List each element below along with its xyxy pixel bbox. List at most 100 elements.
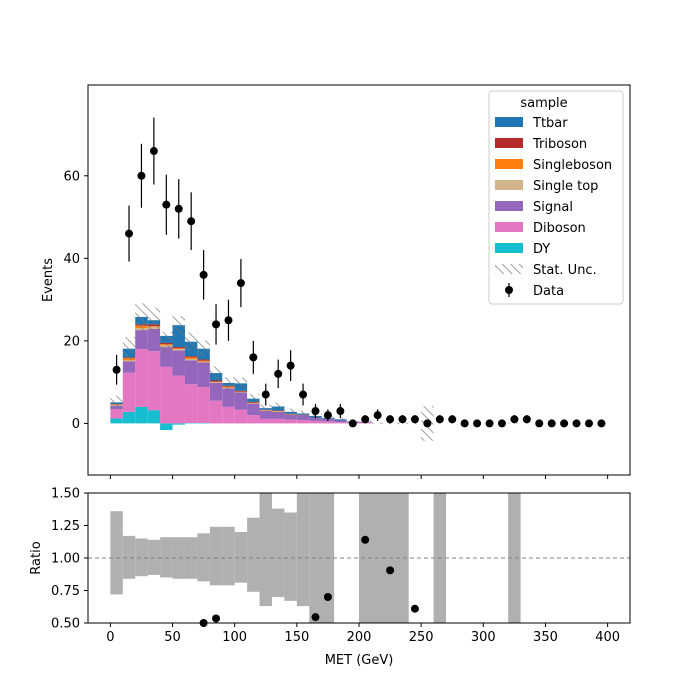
stat-unc-bin-7 — [197, 340, 210, 357]
ratio-y-axis-label: Ratio — [29, 541, 44, 574]
bar-signal-bin-3 — [147, 328, 161, 352]
ratio-point-3 — [323, 593, 332, 601]
ratio-band-seg-8 — [209, 526, 223, 586]
bar-diboson-bin-9 — [222, 406, 235, 424]
bar-signal-bin-12 — [259, 411, 272, 419]
stat-unc-bin-6 — [184, 332, 198, 351]
data-point-4 — [162, 200, 171, 209]
legend-label-ttbar: Ttbar — [532, 116, 568, 131]
x-tick-label-0: 0 — [106, 630, 114, 645]
ratio-band-seg-14 — [284, 512, 297, 601]
data-point-38 — [584, 419, 593, 428]
legend-label-signal: Signal — [533, 200, 573, 215]
main-y-tick-label-0: 0 — [72, 417, 80, 432]
bar-signal-bin-15 — [296, 415, 310, 421]
ratio-band-seg-15 — [296, 493, 310, 607]
bar-diboson-bin-16 — [309, 420, 322, 424]
bar-singleboson-bin-7 — [197, 360, 210, 362]
bar-diboson-bin-17 — [321, 421, 335, 424]
data-point-22 — [386, 415, 395, 424]
data-point-24 — [410, 415, 419, 424]
bar-signal-bin-8 — [209, 382, 223, 401]
main-y-axis: 0 20 40 60 — [63, 169, 88, 432]
data-point-36 — [560, 419, 569, 428]
bar-signal-bin-5 — [172, 350, 185, 376]
bar-signal-bin-14 — [284, 414, 297, 420]
ratio-band-seg-4 — [160, 537, 173, 578]
x-tick-label-4: 200 — [347, 630, 372, 645]
data-point-16 — [311, 407, 320, 416]
ratio-y-tick-label-3: 1.25 — [51, 519, 80, 534]
legend-swatch-singleboson — [495, 159, 523, 169]
stacked-histogram — [110, 316, 372, 431]
data-point-30 — [485, 419, 494, 428]
data-point-34 — [535, 419, 544, 428]
data-point-0 — [112, 365, 121, 374]
bar-diboson-bin-8 — [209, 400, 223, 424]
ratio-band-seg-19 — [508, 493, 521, 623]
ratio-band-seg-7 — [197, 533, 210, 582]
bar-signal-bin-6 — [184, 360, 198, 385]
data-point-32 — [510, 415, 519, 424]
data-point-31 — [497, 419, 506, 428]
bar-dy-bin-3 — [147, 410, 161, 424]
legend-swatch-ttbar — [495, 117, 523, 127]
bar-signal-bin-16 — [309, 418, 322, 421]
stat-unc-bin-24 — [408, 422, 422, 425]
data-point-19 — [348, 419, 357, 428]
stat-unc-bin-15 — [296, 410, 310, 417]
bar-diboson-bin-12 — [259, 418, 272, 424]
stat-unc-bin-4 — [160, 331, 173, 354]
data-point-6 — [187, 217, 196, 226]
bar-signal-bin-7 — [197, 362, 210, 388]
x-axis-label: MET (GeV) — [325, 653, 394, 668]
bar-triboson-bin-8 — [209, 380, 223, 382]
ratio-y-axis: 0.50 0.75 1.00 1.25 1.50 — [51, 487, 88, 632]
legend-label-diboson: Diboson — [533, 221, 586, 236]
bar-dy-bin-1 — [122, 411, 136, 424]
data-point-23 — [398, 415, 407, 424]
data-point-25 — [423, 419, 432, 428]
bar-diboson-bin-14 — [284, 419, 297, 424]
legend-label-single-top: Single top — [533, 179, 598, 194]
legend-label-stat-unc: Stat. Unc. — [533, 263, 597, 278]
ratio-point-6 — [410, 604, 419, 613]
data-point-12 — [261, 390, 270, 399]
stat-unc-bin-0 — [110, 395, 123, 409]
bar-diboson-bin-1 — [122, 372, 136, 412]
bar-diboson-bin-0 — [110, 408, 123, 419]
x-tick-label-3: 150 — [284, 630, 309, 645]
data-point-33 — [522, 415, 531, 424]
legend-label-data: Data — [533, 284, 564, 299]
data-point-3 — [149, 147, 158, 156]
bar-singleboson-bin-5 — [172, 348, 185, 350]
stat-unc-bin-9 — [222, 377, 235, 389]
data-point-2 — [137, 171, 146, 180]
bar-single-top-bin-1 — [122, 360, 136, 362]
ratio-band-seg-6 — [184, 537, 198, 579]
bar-dy-bin-4 — [160, 423, 173, 431]
x-tick-label-6: 300 — [471, 630, 496, 645]
stat-unc-bin-12 — [259, 404, 272, 412]
stat-unc-bin-23 — [396, 422, 409, 425]
data-point-11 — [249, 353, 258, 362]
main-y-tick-label-3: 60 — [63, 169, 80, 184]
ratio-uncertainty-band — [110, 493, 521, 623]
main-y-tick-label-1: 20 — [63, 334, 80, 349]
data-point-26 — [435, 415, 444, 424]
ratio-x-axis: 0 50 100 150 200 250 300 350 400 — [106, 623, 620, 645]
stat-unc-bin-13 — [271, 402, 285, 411]
bar-single-top-bin-5 — [172, 349, 185, 351]
bar-diboson-bin-11 — [247, 415, 260, 424]
stat-unc-bin-1 — [122, 337, 136, 361]
x-tick-label-1: 50 — [164, 630, 181, 645]
ratio-band-seg-10 — [234, 532, 248, 583]
bar-signal-bin-11 — [247, 403, 260, 416]
legend-swatch-data — [505, 283, 513, 297]
ratio-band-seg-1 — [122, 535, 136, 579]
stat-uncertainty-band — [110, 303, 521, 441]
bar-diboson-bin-3 — [147, 351, 161, 411]
x-tick-label-7: 350 — [533, 630, 558, 645]
bar-diboson-bin-5 — [172, 375, 185, 424]
ratio-point-1 — [212, 614, 221, 623]
